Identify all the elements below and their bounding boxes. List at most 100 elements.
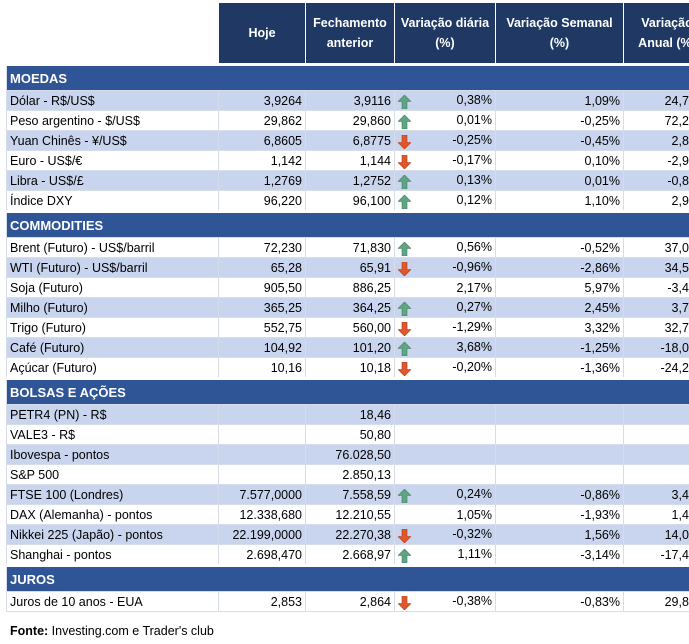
value: 1,142 — [270, 153, 302, 168]
value: 3,76% — [671, 300, 689, 315]
value: -3,40% — [667, 280, 689, 295]
value: 96,220 — [263, 193, 302, 208]
value: 18,46 — [359, 407, 391, 422]
arrow-down — [398, 361, 411, 376]
value: 0,10% — [584, 153, 620, 168]
value-cell: 12.210,55 — [305, 504, 395, 525]
row-label: Índice DXY — [6, 190, 219, 212]
value: 22.270,38 — [335, 527, 391, 542]
arrow-up — [398, 488, 411, 503]
value: 552,75 — [263, 320, 302, 335]
data-row: Milho (Futuro) 365,25 364,25 0,27% 2,45% 3,76… — [6, 297, 689, 318]
value: 2,17% — [456, 280, 492, 295]
value: -0,25% — [452, 132, 492, 147]
value-cell: 12.338,680 — [218, 504, 306, 525]
value-cell: -3,14% — [495, 544, 624, 566]
value: 34,57% — [664, 260, 689, 275]
row-label: WTI (Futuro) - US$/barril — [6, 257, 219, 278]
row-label: Ibovespa - pontos — [6, 444, 219, 465]
value-cell: -3,40% — [623, 277, 689, 298]
value-cell: 1,09% — [495, 90, 624, 111]
value-cell: 364,25 — [305, 297, 395, 318]
value: 76.028,50 — [335, 447, 391, 462]
value-cell: 76.028,50 — [305, 444, 395, 465]
value-cell: -1,36% — [495, 357, 624, 379]
value-cell: -0,17% — [394, 150, 496, 171]
value-cell: 2,84% — [623, 130, 689, 151]
value-cell — [394, 404, 496, 425]
value: 71,830 — [352, 240, 391, 255]
value-cell: 101,20 — [305, 337, 395, 358]
value-cell: -0,83% — [495, 591, 624, 612]
value-cell — [623, 444, 689, 465]
value-cell: 0,56% — [394, 237, 496, 258]
arrow-up — [398, 548, 411, 563]
value-cell: -18,06% — [623, 337, 689, 358]
value: 0,38% — [456, 92, 492, 107]
value-cell: -0,25% — [495, 110, 624, 131]
table-body: MOEDAS Dólar - R$/US$ 3,9264 3,9116 0,38% 1,0… — [6, 63, 689, 612]
arrow-down — [398, 595, 411, 610]
value: -1,93% — [580, 507, 620, 522]
data-row: Ibovespa - pontos 76.028,50 — [6, 444, 689, 465]
value-cell: 50,80 — [305, 424, 395, 445]
value: 886,25 — [352, 280, 391, 295]
value-cell: 0,38% — [394, 90, 496, 111]
column-header: Hoje — [218, 2, 306, 65]
value-cell — [623, 464, 689, 485]
section-row: JUROS — [6, 564, 689, 592]
value-cell: -0,96% — [394, 257, 496, 278]
value-cell: -1,25% — [495, 337, 624, 358]
value-cell: 22.199,0000 — [218, 524, 306, 545]
value-cell: 72,21% — [623, 110, 689, 131]
value-cell: 3,9264 — [218, 90, 306, 111]
value: 5,97% — [584, 280, 620, 295]
value-cell: -24,24% — [623, 357, 689, 379]
value: 364,25 — [352, 300, 391, 315]
data-row: VALE3 - R$ 50,80 — [6, 424, 689, 445]
data-row: Libra - US$/£ 1,2769 1,2752 0,13% 0,01% -0,83… — [6, 170, 689, 191]
value-cell: -0,45% — [495, 130, 624, 151]
source-text: Investing.com e Trader's club — [51, 624, 214, 638]
value-cell: -1,93% — [495, 504, 624, 525]
value: 2,84% — [671, 133, 689, 148]
arrow-up — [398, 241, 411, 256]
value: 365,25 — [263, 300, 302, 315]
arrow-down — [398, 528, 411, 543]
value-cell — [394, 464, 496, 485]
value-cell — [218, 444, 306, 465]
value-cell: 7.577,0000 — [218, 484, 306, 505]
value-cell: 1,142 — [218, 150, 306, 171]
value-cell: 1,43% — [623, 504, 689, 525]
arrow-up — [398, 341, 411, 356]
value-cell: 3,76% — [623, 297, 689, 318]
value: 65,28 — [270, 260, 302, 275]
value: 12.210,55 — [335, 507, 391, 522]
row-label: Milho (Futuro) — [6, 297, 219, 318]
value: 2.698,470 — [246, 547, 302, 562]
value: 3,68% — [456, 339, 492, 354]
value-cell — [218, 424, 306, 445]
value-cell: 0,10% — [495, 150, 624, 171]
value: 1,11% — [457, 546, 492, 561]
arrow-down — [398, 154, 411, 169]
value: 72,230 — [263, 240, 302, 255]
value-cell: 3,45% — [623, 484, 689, 505]
value: 29,860 — [352, 113, 391, 128]
value-cell: 3,68% — [394, 337, 496, 358]
value-cell: 96,220 — [218, 190, 306, 212]
value-cell: 2,853 — [218, 591, 306, 612]
source: Fonte: Investing.com e Trader's club — [10, 624, 214, 638]
value-cell: 10,16 — [218, 357, 306, 379]
value: -0,17% — [452, 152, 492, 167]
value: 1,09% — [584, 93, 620, 108]
value: 0,13% — [456, 172, 492, 187]
data-row: Soja (Futuro) 905,50 886,25 2,17% 5,97% -3,40… — [6, 277, 689, 298]
data-row: Shanghai - pontos 2.698,470 2.668,97 1,11% -… — [6, 544, 689, 566]
data-row: DAX (Alemanha) - pontos 12.338,680 12.210,… — [6, 504, 689, 525]
data-row: Índice DXY 96,220 96,100 0,12% 1,10% 2,99% — [6, 190, 689, 212]
value: 3,45% — [671, 487, 689, 502]
value: 1,10% — [584, 193, 620, 208]
row-label: FTSE 100 (Londres) — [6, 484, 219, 505]
